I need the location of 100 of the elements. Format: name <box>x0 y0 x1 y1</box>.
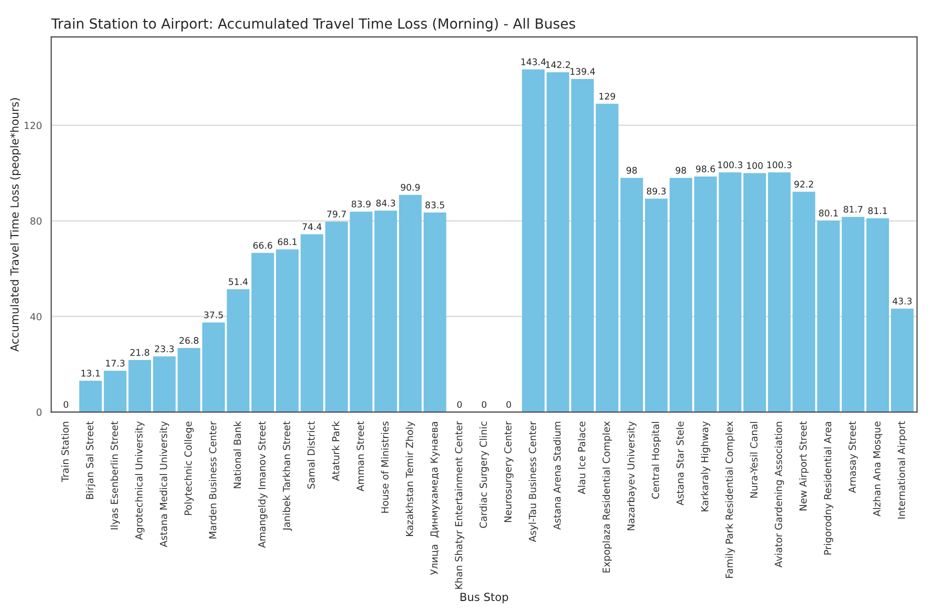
data-label: 83.9 <box>352 200 371 208</box>
bar <box>153 356 176 412</box>
x-tick-label: Birjan Sal Street <box>86 421 96 499</box>
data-label: 84.3 <box>376 200 396 206</box>
bar <box>350 212 372 412</box>
data-label: 74.4 <box>302 223 322 230</box>
data-label: 0 <box>64 401 68 408</box>
bar <box>596 104 618 412</box>
bar <box>571 78 594 412</box>
data-label: 26.8 <box>180 337 198 344</box>
x-tick-label: Cardiac Surgery Clinic <box>479 422 489 528</box>
x-tick-label: Aviator Gardening Association <box>774 422 784 568</box>
data-label: 98 <box>676 166 686 174</box>
bar <box>768 172 791 412</box>
data-label: 142.2 <box>546 61 570 68</box>
x-tick-label: Central Hospital <box>652 422 662 499</box>
data-label: 83.5 <box>425 202 444 208</box>
bar <box>743 173 766 412</box>
x-tick-label: Ataturk Park <box>332 421 340 481</box>
bar <box>694 176 717 412</box>
bar <box>128 360 152 412</box>
x-tick-label: House of Ministries <box>381 422 389 513</box>
data-label: 90.9 <box>400 184 420 191</box>
x-axis-title: Bus Stop <box>460 592 508 604</box>
x-tick-label: Alzhan Ana Mosque <box>872 422 882 516</box>
data-label: 81.7 <box>844 206 862 213</box>
x-tick-label: Family Park Residential Complex <box>725 421 735 578</box>
chart-title: Train Station to Airport: Accumulated Travel Time Loss (Morning) - All Buses <box>51 18 576 32</box>
y-tick-label: 80 <box>30 217 42 225</box>
x-tick-label: Asyl-Tau Business Center <box>528 421 538 542</box>
bar <box>718 172 742 412</box>
x-tick-label: Astana Star Stele <box>676 422 684 506</box>
x-tick-label: Polytechnic College <box>184 422 194 515</box>
data-label: 100.3 <box>767 161 792 168</box>
x-tick-label: Arnasay Street <box>848 421 858 494</box>
data-label: 51.4 <box>228 278 248 286</box>
x-tick-label: Kazakhstan Temir Zholy <box>406 421 416 536</box>
x-tick-label: Ilyas Esenberlin Street <box>110 421 120 530</box>
x-tick-label: New Airport Street <box>799 421 809 510</box>
y-tick-label: 0 <box>36 408 42 416</box>
bar <box>399 194 422 412</box>
x-tick-label: Astana Medical University <box>160 421 170 548</box>
bar <box>890 308 914 412</box>
x-tick-label: Улица Динмухамеда Кунаева <box>430 422 440 575</box>
x-tick-label: Alau Ice Palace <box>578 422 586 494</box>
data-label: 79.7 <box>327 210 346 218</box>
bar <box>792 192 816 412</box>
x-tick-label: Expoplaza Residential Complex <box>602 421 612 572</box>
bar <box>644 198 668 412</box>
bar <box>620 178 644 412</box>
data-label: 98.6 <box>696 165 715 172</box>
data-label: 89.3 <box>646 188 666 195</box>
data-label: 100 <box>747 162 763 169</box>
data-label: 68.1 <box>278 238 297 246</box>
bar <box>276 249 299 412</box>
data-label: 100.3 <box>718 161 742 168</box>
data-label: 81.1 <box>868 207 887 214</box>
x-tick-label: Amman Street <box>356 421 364 492</box>
data-label: 0 <box>506 401 511 408</box>
data-label: 21.8 <box>130 348 150 356</box>
data-label: 66.6 <box>253 242 272 249</box>
x-tick-label: Nazarbayev University <box>627 421 636 530</box>
x-tick-label: Amangeldy Imanov Street <box>258 421 268 548</box>
x-tick-label: Prigorodny Residential Area <box>824 422 834 555</box>
bar <box>424 212 446 412</box>
bar <box>842 216 864 412</box>
bar <box>866 218 889 412</box>
bar <box>522 69 545 412</box>
x-tick-label: Neurosurgery Center <box>504 421 514 522</box>
data-label: 92.2 <box>794 180 814 188</box>
x-tick-label: Astana Arena Stadium <box>553 422 561 530</box>
y-tick-label: 120 <box>24 122 42 130</box>
y-tick-label: 40 <box>30 312 42 320</box>
x-tick-label: Agrotechnical University <box>135 421 144 540</box>
data-label: 143.4 <box>521 58 546 66</box>
data-label: 0 <box>457 401 462 408</box>
bar <box>79 380 102 412</box>
data-label: 129 <box>599 92 616 100</box>
x-tick-label: National Bank <box>233 421 241 488</box>
data-label: 139.4 <box>570 68 595 75</box>
bar <box>670 178 692 412</box>
data-label: 37.5 <box>204 311 223 318</box>
x-tick-label: International Airport <box>898 421 907 519</box>
data-label: 17.3 <box>106 360 124 367</box>
bar <box>546 72 570 412</box>
bar <box>374 210 398 412</box>
data-label: 23.3 <box>154 345 174 352</box>
x-tick-label: Nura-Yesil Canal <box>750 422 758 498</box>
data-label: 80.1 <box>819 210 838 217</box>
bar <box>104 370 126 412</box>
data-label: 98 <box>626 166 637 174</box>
x-tick-label: Marden Business Center <box>208 421 216 538</box>
data-label: 0 <box>482 401 486 408</box>
x-tick-label: Khan Shatyr Entertainment Center <box>454 421 464 589</box>
x-tick-label: Samal District <box>307 421 315 489</box>
y-axis-title: Accumulated Travel Time Loss (people*hours) <box>10 98 21 352</box>
bar <box>226 289 250 412</box>
bar <box>817 220 840 412</box>
x-tick-label: Karkaraly Highway <box>700 421 710 512</box>
bar <box>251 252 274 412</box>
